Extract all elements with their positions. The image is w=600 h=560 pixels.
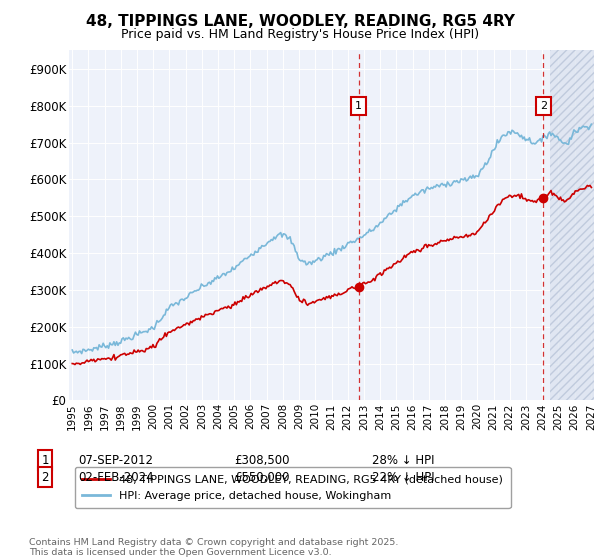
Text: Price paid vs. HM Land Registry's House Price Index (HPI): Price paid vs. HM Land Registry's House … <box>121 28 479 41</box>
Text: £308,500: £308,500 <box>234 454 290 467</box>
Text: 28% ↓ HPI: 28% ↓ HPI <box>372 454 434 467</box>
Bar <box>550 50 594 400</box>
Text: 22% ↓ HPI: 22% ↓ HPI <box>372 470 434 484</box>
Text: 1: 1 <box>355 101 362 111</box>
Text: 48, TIPPINGS LANE, WOODLEY, READING, RG5 4RY: 48, TIPPINGS LANE, WOODLEY, READING, RG5… <box>86 14 515 29</box>
Text: 02-FEB-2024: 02-FEB-2024 <box>78 470 154 484</box>
Legend: 48, TIPPINGS LANE, WOODLEY, READING, RG5 4RY (detached house), HPI: Average pric: 48, TIPPINGS LANE, WOODLEY, READING, RG5… <box>74 467 511 508</box>
Text: 2: 2 <box>540 101 547 111</box>
Text: 07-SEP-2012: 07-SEP-2012 <box>78 454 153 467</box>
Text: 2: 2 <box>41 470 49 484</box>
Text: 1: 1 <box>41 454 49 467</box>
Text: £550,000: £550,000 <box>234 470 290 484</box>
Text: Contains HM Land Registry data © Crown copyright and database right 2025.
This d: Contains HM Land Registry data © Crown c… <box>29 538 398 557</box>
